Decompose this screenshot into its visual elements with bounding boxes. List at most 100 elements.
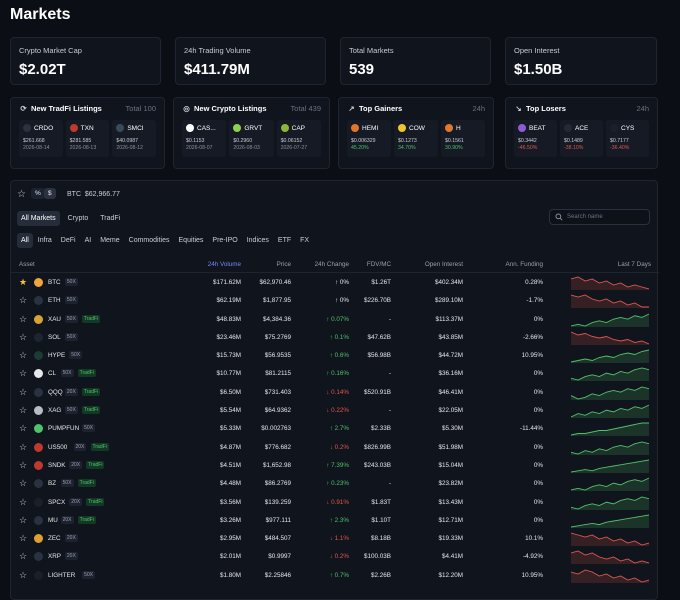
- table-row[interactable]: ☆ XRP 20X $2.01M $0.9997 ↓ 0.2% $100.03B …: [11, 548, 659, 566]
- table-row[interactable]: ☆ MU 20X TradFi $3.26M $977.111 ↑ 2.3% $1.…: [11, 512, 659, 530]
- tab-crypto[interactable]: Crypto: [67, 215, 89, 222]
- search-input[interactable]: Search name: [549, 209, 650, 225]
- favorite-star-icon[interactable]: ☆: [19, 405, 28, 416]
- category-etf[interactable]: ETF: [277, 237, 292, 244]
- col-asset[interactable]: Asset: [19, 261, 35, 268]
- listing-item[interactable]: CAP $0.06152 2026-07-27: [276, 120, 321, 157]
- favorite-star-icon[interactable]: ☆: [19, 368, 28, 379]
- stat-card: Crypto Market Cap $2.02T: [10, 37, 161, 85]
- percent-toggle[interactable]: %: [31, 188, 45, 199]
- listing-item[interactable]: CYS $0.7177 -36.40%: [606, 120, 649, 157]
- favorite-star-icon[interactable]: ☆: [19, 313, 28, 324]
- favorite-star-icon[interactable]: ☆: [19, 569, 28, 580]
- listing-item[interactable]: TXN $281.585 2026-08-13: [65, 120, 110, 157]
- favorite-star-icon[interactable]: ☆: [19, 459, 28, 470]
- sparkline-line: [571, 422, 649, 436]
- favorite-star-icon[interactable]: ★: [19, 277, 28, 287]
- favorite-star-icon[interactable]: ☆: [19, 478, 28, 489]
- table-row[interactable]: ☆ SNDK 20X TradFi $4.51M $1,652.98 ↑ 7.39%…: [11, 457, 659, 475]
- change-arrow-icon: ↑: [329, 516, 335, 524]
- favorite-star-icon[interactable]: ☆: [19, 423, 28, 434]
- table-row[interactable]: ☆ QQQ 20X TradFi $6.50M $731.403 ↓ 0.14% $…: [11, 384, 659, 402]
- col-funding[interactable]: Ann. Funding: [505, 261, 543, 268]
- table-row[interactable]: ☆ BZ 50X TradFi $4.48M $86.2769 ↑ 0.23% - …: [11, 475, 659, 493]
- category-meme[interactable]: Meme: [100, 237, 120, 244]
- col-volume[interactable]: 24h Volume: [207, 261, 241, 268]
- change-arrow-icon: ↑: [326, 315, 332, 323]
- category-pre-ipo[interactable]: Pre-IPO: [212, 237, 238, 244]
- category-infra[interactable]: Infra: [37, 237, 52, 244]
- listing-price: $0.006329: [351, 138, 376, 144]
- category-ai[interactable]: AI: [84, 237, 92, 244]
- listing-item[interactable]: CRDO $261.668 2026-08-14: [19, 120, 63, 157]
- table-row[interactable]: ☆ ETH 50X $62.19M $1,877.95 ↑ 0% $226.70B…: [11, 292, 659, 310]
- favorite-star-icon[interactable]: ☆: [19, 551, 28, 562]
- category-all[interactable]: All: [17, 233, 33, 248]
- table-row[interactable]: ☆ ZEC 20X $2.95M $484.507 ↓ 1.1% $8.18B $…: [11, 530, 659, 548]
- category-indices[interactable]: Indices: [246, 237, 269, 244]
- favorite-star-icon[interactable]: ☆: [19, 295, 28, 306]
- col-open-interest[interactable]: Open Interest: [424, 261, 463, 268]
- card-total: 24h: [636, 104, 649, 113]
- favorite-star-icon[interactable]: ☆: [19, 386, 28, 397]
- change-cell: ↓ 1.1%: [330, 535, 349, 542]
- category-equities[interactable]: Equities: [178, 237, 204, 244]
- change-value: 0.7%: [334, 571, 349, 579]
- col-change[interactable]: 24h Change: [314, 261, 349, 268]
- table-row[interactable]: ☆ PUMPFUN 50X $5.33M $0.002763 ↑ 2.7% $2.…: [11, 420, 659, 438]
- funding-cell: 0%: [533, 480, 543, 488]
- sparkline-chart: [571, 441, 649, 455]
- category-defi[interactable]: DeFi: [60, 237, 76, 244]
- sparkline-chart: [571, 349, 649, 364]
- favorite-star-icon[interactable]: ☆: [19, 514, 28, 525]
- dollar-toggle[interactable]: $: [44, 188, 56, 199]
- col-last-7-days: Last 7 Days: [617, 261, 651, 268]
- table-row[interactable]: ☆ LIGHTER 50X $1.80M $2.25846 ↑ 0.7% $2.2…: [11, 567, 659, 585]
- fdv-cell: -: [388, 407, 391, 415]
- table-row[interactable]: ☆ US500 20X TradFi $4.87M $776.682 ↓ 0.2% …: [11, 439, 659, 457]
- table-row[interactable]: ☆ SPCX 20X TradFi $3.56M $139.259 ↓ 0.91% …: [11, 494, 659, 512]
- listing-item[interactable]: CAS... $0.1153 2026-08-07: [182, 120, 227, 157]
- listing-item[interactable]: ACE $0.1489 -38.10%: [560, 120, 603, 157]
- listing-item[interactable]: SMCI $40.0987 2026-08-12: [112, 120, 157, 157]
- volume-cell: $23.46M: [216, 333, 241, 341]
- favorite-star-icon[interactable]: ☆: [19, 496, 28, 507]
- category-fx[interactable]: FX: [300, 237, 310, 244]
- change-arrow-icon: ↓: [329, 535, 335, 543]
- open-interest-cell: $46.41M: [438, 388, 463, 396]
- table-row[interactable]: ☆ CL 50X TradFi $10.77M $81.2115 ↑ 0.16% -…: [11, 365, 659, 383]
- table-row[interactable]: ★ BTC 50X $171.62M $62,970.46 ↑ 0% $1.26T…: [11, 274, 659, 292]
- change-cell: ↓ 0.91%: [326, 499, 349, 506]
- asset-symbol: PUMPFUN: [48, 425, 80, 433]
- favorite-star-icon[interactable]: ☆: [19, 350, 28, 361]
- listing-item[interactable]: COW $0.1273 34.70%: [394, 120, 438, 157]
- favorite-star-icon[interactable]: ☆: [19, 441, 28, 452]
- listing-card[interactable]: ⟳ New TradFi Listings Total 100 CRDO $261.66…: [10, 97, 165, 169]
- table-row[interactable]: ☆ XAG 50X TradFi $5.54M $64.9362 ↓ 0.22% -…: [11, 402, 659, 420]
- listing-item[interactable]: BEAT $0.3442 -46.50%: [514, 120, 557, 157]
- col-fdv[interactable]: FDV/MC: [366, 261, 391, 268]
- tab-all-markets[interactable]: All Markets: [17, 211, 60, 226]
- col-price[interactable]: Price: [276, 261, 291, 268]
- listing-card[interactable]: ↘ Top Losers 24h BEAT $0.3442 -46.50% ACE $0.14…: [505, 97, 658, 169]
- card-total: Total 100: [125, 104, 156, 113]
- tradfi-badge: TradFi: [77, 479, 96, 488]
- asset-icon: [69, 124, 78, 132]
- table-row[interactable]: ☆ SOL 50X $23.46M $75.2769 ↑ 0.1% $47.62B…: [11, 329, 659, 347]
- fdv-cell: -: [388, 480, 391, 488]
- listing-symbol: CRDO: [34, 124, 54, 132]
- sparkline-line: [571, 313, 649, 327]
- listing-card[interactable]: ↗ Top Gainers 24h HEMI $0.006329 45.20% COW $0.…: [338, 97, 494, 169]
- table-row[interactable]: ☆ XAU 50X TradFi $48.83M $4,384.36 ↑ 0.07%…: [11, 311, 659, 329]
- listing-item[interactable]: GRVT $0.2960 2026-08-03: [229, 120, 274, 157]
- tab-tradfi[interactable]: TradFi: [100, 215, 121, 222]
- watchlist-star-icon[interactable]: ☆: [17, 189, 26, 200]
- listing-card[interactable]: ◎ New Crypto Listings Total 439 CAS... $0.11…: [173, 97, 330, 169]
- category-commodities[interactable]: Commodities: [128, 237, 170, 244]
- listing-price: $0.1153: [186, 138, 205, 144]
- favorite-star-icon[interactable]: ☆: [19, 331, 28, 342]
- listing-item[interactable]: HEMI $0.006329 45.20%: [347, 120, 391, 157]
- favorite-star-icon[interactable]: ☆: [19, 533, 28, 544]
- table-row[interactable]: ☆ HYPE 50X $15.73M $56.9535 ↑ 0.6% $56.98…: [11, 347, 659, 365]
- listing-item[interactable]: H $0.1561 30.90%: [441, 120, 485, 157]
